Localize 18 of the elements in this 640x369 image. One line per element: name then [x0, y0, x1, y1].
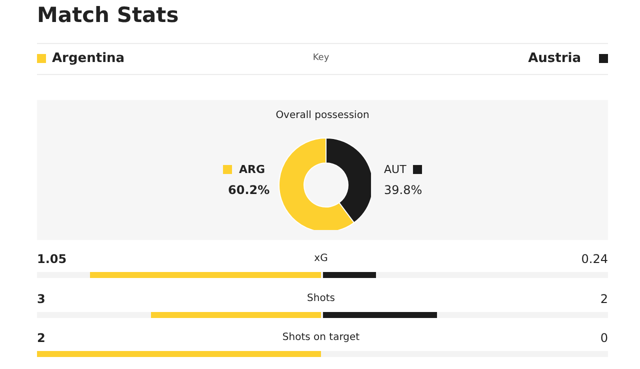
data-label: 0: [600, 331, 608, 345]
category-label: Shots on target: [281, 332, 361, 343]
data-label: 2: [600, 292, 608, 306]
legend-title: Key: [312, 53, 330, 63]
legend-label: Argentina: [52, 51, 125, 66]
data-label: 3: [37, 292, 46, 306]
chart-title: Overall possession: [274, 110, 370, 121]
data-label: 39.8%: [384, 183, 424, 197]
data-label: 1.05: [37, 252, 67, 266]
legend-label: Austria: [528, 51, 581, 66]
legend-label: ARG: [239, 163, 266, 176]
slice-label: AUT: [384, 163, 406, 176]
text: Match Stats: [37, 3, 179, 27]
category-label: Shots: [306, 293, 336, 304]
data-label: 60.2%: [228, 183, 271, 197]
data-label: 0.24: [581, 252, 608, 266]
data-label: 2: [37, 331, 46, 345]
category-label: xG: [313, 253, 329, 264]
